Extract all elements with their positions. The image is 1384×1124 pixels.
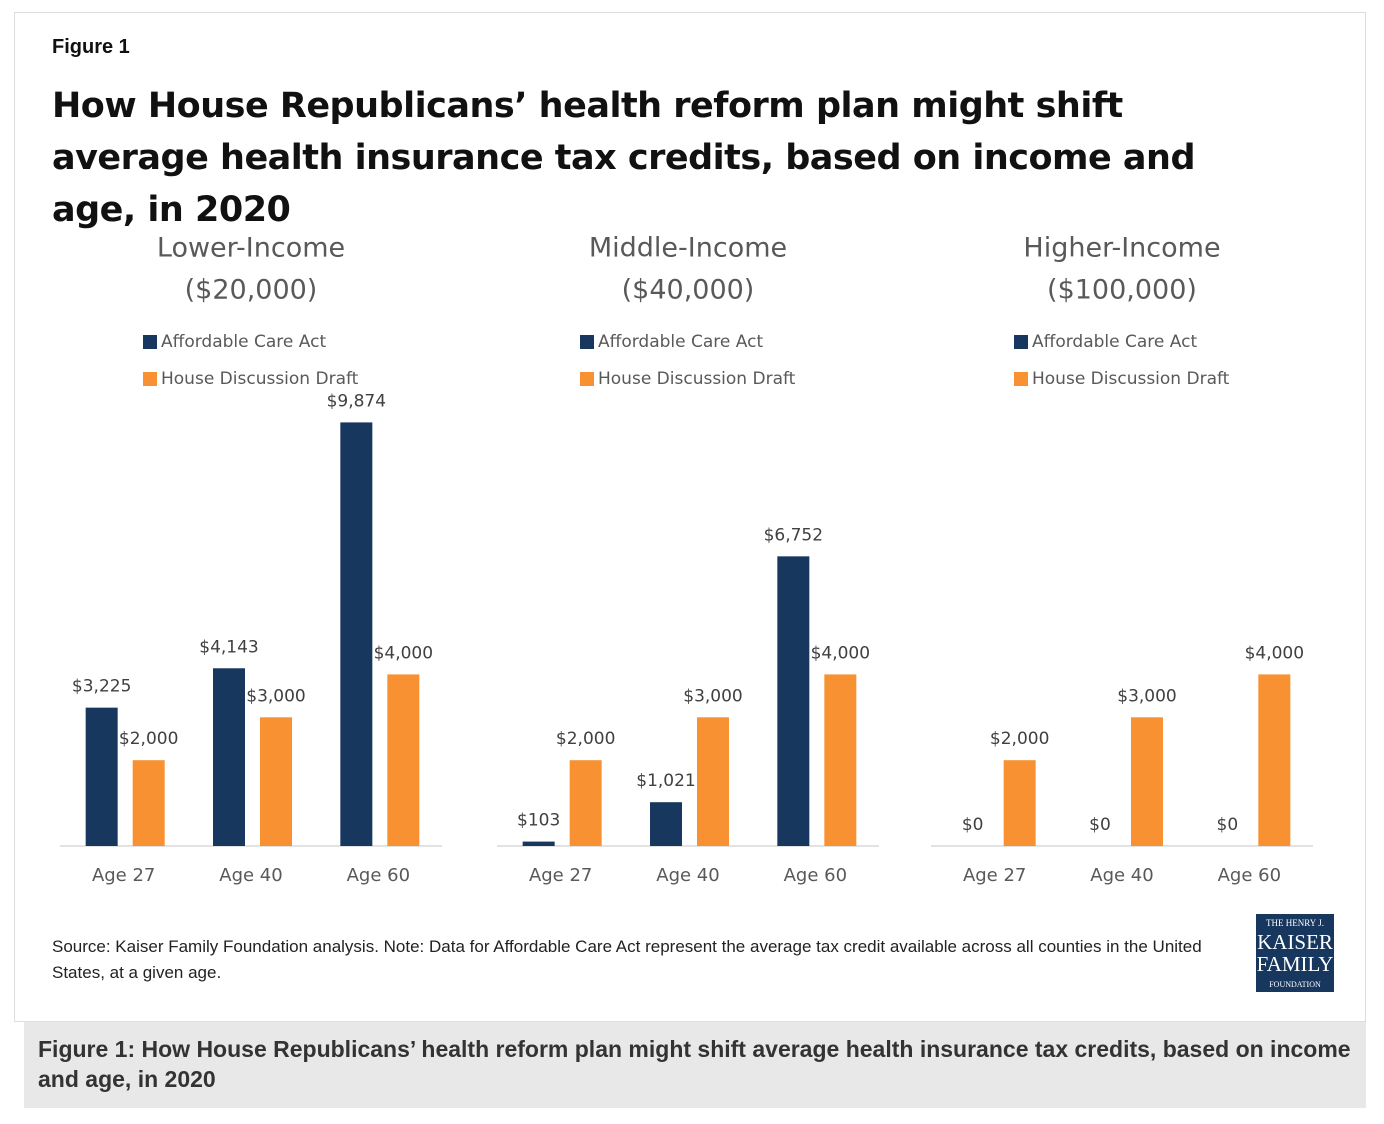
caption: Figure 1: How House Republicans’ health … [24, 1022, 1366, 1108]
x-tick-label: Age 60 [1218, 865, 1281, 886]
value-label: $2,000 [990, 729, 1049, 749]
x-tick-label: Age 40 [1090, 865, 1153, 886]
value-label: $3,000 [1117, 686, 1176, 706]
legend-label: Affordable Care Act [1032, 332, 1197, 352]
bar [569, 760, 602, 846]
value-label: $2,000 [556, 729, 615, 749]
bar [1258, 674, 1291, 846]
figure-label: Figure 1 [52, 36, 130, 58]
value-label: $3,225 [72, 677, 131, 697]
value-label: $1,021 [636, 771, 695, 791]
value-label: $0 [1089, 815, 1111, 835]
value-label: $0 [962, 815, 984, 835]
legend-swatch [1014, 335, 1028, 349]
bar [1131, 717, 1163, 846]
bar [340, 422, 373, 846]
legend-swatch [1014, 372, 1028, 386]
value-label: $4,000 [811, 643, 870, 663]
logo-text: FOUNDATION [1269, 980, 1321, 989]
panel-title: Lower-Income [157, 233, 345, 264]
x-tick-label: Age 27 [92, 865, 155, 886]
legend-label: Affordable Care Act [598, 332, 763, 352]
logo-text: THE HENRY J. [1266, 918, 1324, 928]
x-tick-label: Age 60 [784, 865, 847, 886]
legend-label: House Discussion Draft [598, 369, 796, 389]
title: How House Republicans’ health reform pla… [52, 86, 1196, 230]
bar [1003, 760, 1036, 846]
value-label: $103 [517, 811, 560, 831]
legend-swatch [143, 372, 157, 386]
legend-label: House Discussion Draft [1032, 369, 1230, 389]
value-label: $6,752 [764, 525, 823, 545]
panel-title: Middle-Income [589, 233, 787, 264]
bar [697, 717, 729, 846]
logo-text: KAISER [1257, 930, 1333, 954]
legend-label: House Discussion Draft [161, 369, 359, 389]
panel-subtitle: ($100,000) [1047, 275, 1197, 306]
x-tick-label: Age 40 [656, 865, 719, 886]
bar [213, 668, 245, 846]
x-tick-label: Age 27 [529, 865, 592, 886]
legend-swatch [580, 372, 594, 386]
source-note: Source: Kaiser Family Foundation analysi… [52, 937, 1202, 982]
legend-label: Affordable Care Act [161, 332, 326, 352]
bar [387, 674, 420, 846]
legend-swatch [580, 335, 594, 349]
bar [650, 802, 682, 846]
legend-swatch [143, 335, 157, 349]
value-label: $3,000 [246, 686, 305, 706]
figure-card [14, 12, 1366, 1022]
bar [132, 760, 165, 846]
logo-box [1256, 914, 1334, 992]
value-label: $4,000 [374, 643, 433, 663]
value-label: $9,874 [327, 391, 386, 411]
bar [777, 556, 810, 846]
panel-subtitle: ($20,000) [185, 275, 318, 306]
value-label: $3,000 [683, 686, 742, 706]
value-label: $0 [1217, 815, 1239, 835]
x-tick-label: Age 40 [219, 865, 282, 886]
x-tick-label: Age 60 [347, 865, 410, 886]
bar [522, 841, 555, 846]
logo-text: FAMILY [1257, 952, 1334, 976]
value-label: $4,143 [199, 637, 258, 657]
value-label: $4,000 [1245, 643, 1304, 663]
value-label: $2,000 [119, 729, 178, 749]
bar [824, 674, 857, 846]
panel-subtitle: ($40,000) [622, 275, 755, 306]
x-tick-label: Age 27 [963, 865, 1026, 886]
bar [260, 717, 292, 846]
bar [85, 707, 118, 846]
panel-title: Higher-Income [1023, 233, 1220, 264]
